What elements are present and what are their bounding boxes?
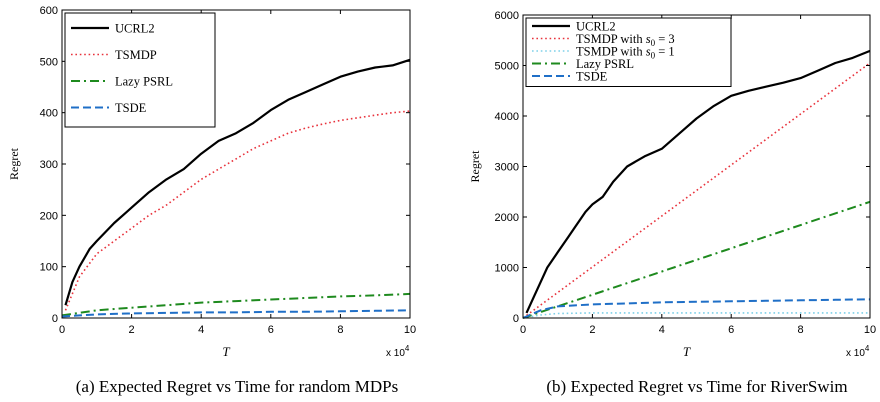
chart-b-x-tick-label: 4 (659, 324, 665, 336)
chart-b-caption: (b) Expected Regret vs Time for RiverSwi… (546, 377, 847, 396)
chart-b-series-ucrl2-line (525, 49, 871, 314)
chart-b-y-tick-label: 3000 (495, 162, 519, 174)
chart-b-x-multiplier-exp: 4 (865, 344, 870, 353)
chart-a-x-tick-label: 6 (268, 324, 274, 336)
chart-a-caption: (a) Expected Regret vs Time for random M… (76, 377, 398, 396)
chart-a-y-tick-label: 200 (40, 210, 58, 222)
chart-a-legend: UCRL2 TSMDP Lazy PSRL TSDE (64, 12, 216, 128)
chart-b-legend-label: TSMDP with s0 = 3 (576, 32, 675, 48)
chart-b-legend-label: TSDE (576, 70, 608, 84)
chart-a-x-tick-label: 0 (59, 324, 65, 336)
chart-b-lines (522, 49, 871, 319)
chart-a-series-tsde-line (61, 309, 411, 318)
chart-a-legend-label: UCRL2 (115, 22, 155, 36)
chart-b-ticks: 0 2 4 6 8 10 0 1000 2000 3000 4000 5000 6000 (495, 10, 877, 336)
chart-b-y-tick-label: 0 (513, 313, 519, 325)
chart-b-y-tick-label: 4000 (495, 111, 519, 123)
chart-b-x-multiplier: x 104 (846, 344, 870, 359)
chart-a-x-tick-label: 10 (404, 324, 416, 336)
chart-a-y-tick-label: 400 (40, 108, 58, 120)
chart-a-x-tick-label: 4 (198, 324, 204, 336)
chart-a-y-tick-label: 300 (40, 159, 58, 171)
chart-a-x-tick-label: 2 (129, 324, 135, 336)
chart-a-lines (61, 58, 411, 318)
chart-a-series-lazy-psrl-line (61, 292, 411, 317)
chart-a-x-axis-label: T (222, 344, 230, 359)
chart-b-y-tick-label: 1000 (495, 263, 519, 275)
chart-a-x-tick-label: 8 (337, 324, 343, 336)
chart-b-y-tick-label: 5000 (495, 61, 519, 73)
chart-b-x-tick-label: 6 (728, 324, 734, 336)
chart-b-x-tick-label: 2 (589, 324, 595, 336)
chart-a-x-multiplier-exp: 4 (405, 344, 410, 353)
chart-a-x-multiplier-base: x 10 (386, 348, 405, 359)
chart-b-legend-label: TSMDP with s0 = 1 (576, 45, 675, 61)
chart-b-x-tick-label: 8 (798, 324, 804, 336)
chart-b-x-tick-label: 10 (864, 324, 876, 336)
chart-a-x-multiplier: x 104 (386, 344, 410, 359)
chart-b-y-tick-label: 6000 (495, 10, 519, 22)
chart-b-y-axis-label: Regret (468, 150, 482, 183)
chart-b-x-multiplier-base: x 10 (846, 348, 865, 359)
chart-b-series-tsmdp-with-s-0-1-line (522, 312, 870, 319)
chart-a-series-ucrl2-line (64, 58, 411, 306)
chart-a-y-tick-label: 0 (52, 313, 58, 325)
chart-b-series-tsde-line (522, 298, 871, 319)
chart-a-y-axis-label: Regret (7, 147, 21, 180)
chart-b-legend-label: Lazy PSRL (576, 57, 634, 71)
chart-b-x-axis-label: T (683, 344, 691, 359)
chart-a-y-tick-label: 500 (40, 56, 58, 68)
chart-a-y-tick-label: 100 (40, 262, 58, 274)
chart-b-series-lazy-psrl-line (522, 200, 871, 319)
chart-b-y-tick-label: 2000 (495, 212, 519, 224)
chart-a-series-tsmdp-line (64, 110, 411, 311)
chart-a-legend-label: Lazy PSRL (115, 75, 173, 89)
chart-b-legend-label: UCRL2 (576, 20, 616, 34)
chart-a-legend-label: TSDE (115, 101, 147, 115)
chart-b-x-tick-label: 0 (520, 324, 526, 336)
chart-a-legend-label: TSMDP (115, 48, 157, 62)
chart-a-y-tick-label: 600 (40, 5, 58, 17)
chart-b-series-tsmdp-with-s-0-3-line (522, 62, 871, 319)
